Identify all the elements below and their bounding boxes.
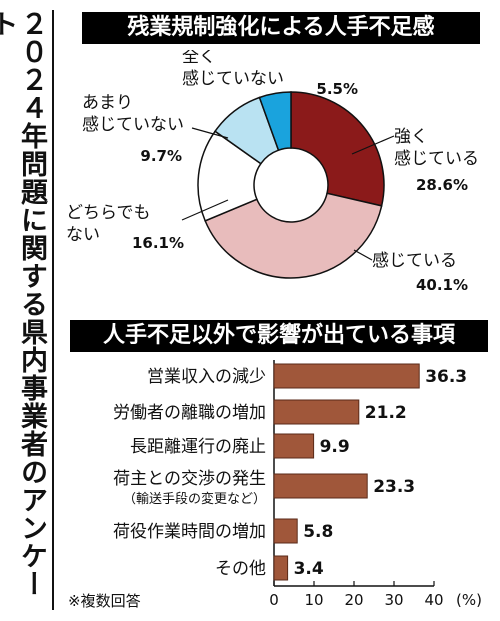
x-tick-label-2: 20 (344, 591, 363, 609)
x-unit-label: (%) (456, 591, 482, 609)
pie-label-0-1: 感じている (394, 149, 479, 169)
bar-1 (273, 399, 360, 425)
bar-3 (273, 473, 368, 499)
bar-value-5: 3.4 (294, 559, 324, 579)
pie-leader-3 (191, 127, 229, 139)
side-rule (52, 10, 54, 610)
x-tick-label-4: 40 (424, 591, 443, 609)
pie-label-1-0: 感じている (372, 251, 457, 271)
bar-5 (273, 555, 289, 581)
pie-slice-1 (204, 192, 383, 279)
pie-value-4: 5.5% (316, 80, 358, 98)
pie-label-2-0: どちらでも (66, 203, 151, 223)
bar-value-2: 9.9 (320, 437, 350, 457)
bar-value-0: 36.3 (425, 367, 467, 387)
bar-value-3: 23.3 (373, 477, 415, 497)
x-tick-label-0: 0 (269, 591, 279, 609)
bar-category-1: 労働者の離職の増加 (113, 403, 266, 423)
bar-category-4: 荷役作業時間の増加 (113, 522, 266, 542)
footnote: ※複数回答 (68, 592, 141, 610)
bar-chart-title: 人手不足以外で影響が出ている事項 (70, 320, 488, 352)
bar-value-1: 21.2 (365, 403, 407, 423)
x-tick-label-1: 10 (304, 591, 323, 609)
bar-category-0: 営業収入の減少 (147, 367, 266, 387)
pie-label-0-0: 強く (394, 127, 428, 147)
bar-category-note-3: （輸送手段の変更など） (123, 491, 266, 507)
pie-value-2: 16.1% (132, 234, 184, 252)
bar-category-3: 荷主との交渉の発生 (113, 469, 266, 489)
pie-slice-0 (290, 91, 385, 207)
pie-value-3: 9.7% (140, 147, 182, 165)
pie-value-1: 40.1% (416, 276, 468, 294)
bar-chart: 36.3 営業収入の減少 21.2 労働者の離職の増加 9.9 長距離運行の廃止 23.3 荷… (113, 360, 482, 609)
pie-label-2-1: ない (66, 225, 100, 245)
pie-label-4-1: 感じていない (182, 69, 284, 89)
pie-value-0: 28.6% (416, 176, 468, 194)
bar-category-2: 長距離運行の廃止 (130, 437, 266, 457)
pie-chart-title: 残業規制強化による人手不足感 (82, 12, 480, 44)
pie-leader-2 (181, 199, 229, 221)
pie-label-4-0: 全く (182, 50, 216, 67)
pie-leader-0 (351, 135, 395, 155)
pie-label-3-0: あまり (82, 93, 133, 113)
bar-2 (273, 433, 315, 459)
side-title: ２０２４年問題に関する県内事業者のアンケート (0, 10, 47, 598)
pie-slice-4 (258, 91, 292, 152)
pie-label-3-1: 感じていない (82, 115, 184, 135)
bar-category-5: その他 (215, 559, 266, 579)
bar-0 (273, 363, 420, 389)
pie-leader-1 (353, 249, 373, 261)
x-tick-label-3: 30 (384, 591, 403, 609)
bar-4 (273, 518, 298, 544)
bar-value-4: 5.8 (303, 522, 333, 542)
